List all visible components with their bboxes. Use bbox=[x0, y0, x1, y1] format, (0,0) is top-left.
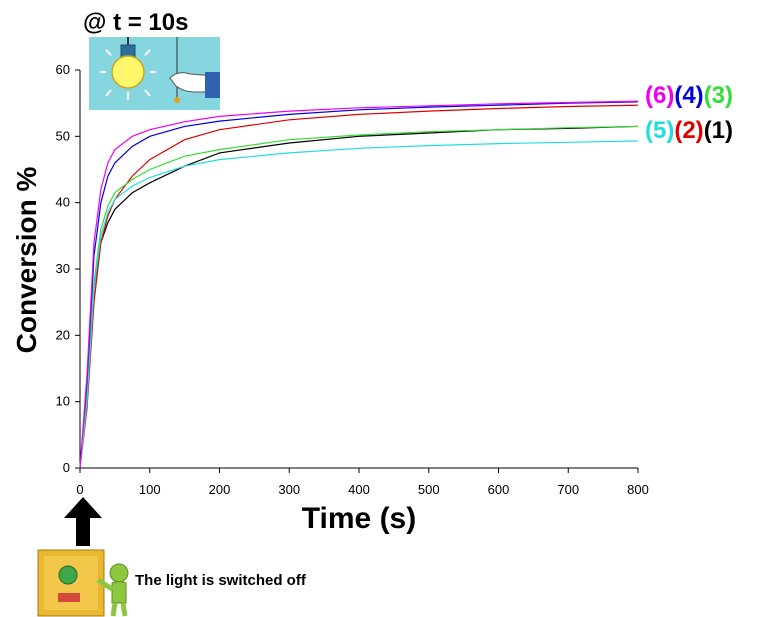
series-lines bbox=[79, 100, 639, 469]
series-label: (2) bbox=[674, 117, 703, 144]
y-tick-label: 60 bbox=[56, 62, 70, 77]
series-line-1 bbox=[79, 125, 639, 469]
y-tick-label: 40 bbox=[56, 195, 70, 210]
y-tick-label: 0 bbox=[63, 460, 70, 475]
x-tick-label: 500 bbox=[418, 482, 440, 497]
series-label: (4) bbox=[674, 82, 703, 109]
series-labels-row1: (6)(4)(3) bbox=[645, 82, 733, 109]
y-axis-title: Conversion % bbox=[11, 167, 42, 354]
x-axis-title: Time (s) bbox=[302, 502, 416, 535]
y-tick-label: 20 bbox=[56, 327, 70, 342]
y-tick-label: 10 bbox=[56, 394, 70, 409]
switch-panel-person-icon bbox=[37, 549, 129, 617]
x-tick-label: 600 bbox=[488, 482, 510, 497]
up-arrow-icon bbox=[64, 497, 102, 546]
y-tick-label: 50 bbox=[56, 128, 70, 143]
series-line-6 bbox=[79, 100, 639, 469]
series-label: (3) bbox=[704, 82, 733, 109]
x-tick-label: 400 bbox=[348, 482, 370, 497]
x-tick-label: 0 bbox=[76, 482, 83, 497]
series-line-5 bbox=[79, 140, 639, 469]
light-bulb-pull-switch-icon bbox=[89, 37, 220, 110]
series-labels-row2: (5)(2)(1) bbox=[645, 117, 733, 144]
series-label: (5) bbox=[645, 117, 674, 144]
x-tick-label: 700 bbox=[557, 482, 579, 497]
series-line-4 bbox=[79, 101, 639, 469]
y-tick-label: 30 bbox=[56, 261, 70, 276]
series-label: (1) bbox=[704, 117, 733, 144]
series-line-2 bbox=[79, 104, 639, 469]
plot-axes bbox=[79, 70, 638, 469]
y-ticks: 0 10 20 30 40 50 60 bbox=[56, 62, 80, 475]
x-tick-label: 200 bbox=[209, 482, 231, 497]
switch-off-annotation: The light is switched off bbox=[135, 572, 307, 589]
x-tick-label: 300 bbox=[278, 482, 300, 497]
series-label: (6) bbox=[645, 82, 674, 109]
x-tick-label: 100 bbox=[139, 482, 161, 497]
x-tick-label: 800 bbox=[627, 482, 649, 497]
x-ticks: 0 100 200 300 400 500 600 700 800 bbox=[76, 468, 649, 497]
time-annotation: @ t = 10s bbox=[83, 9, 188, 36]
series-line-3 bbox=[79, 125, 639, 469]
